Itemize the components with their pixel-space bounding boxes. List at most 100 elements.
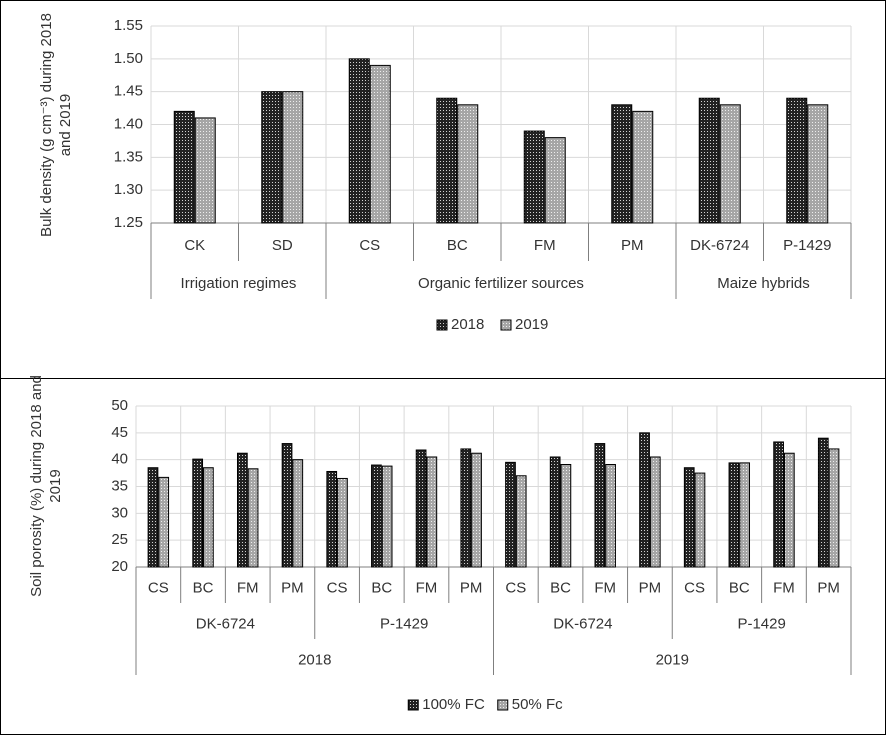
y-tick-label: 1.50: [114, 50, 143, 67]
chart-panel: 1.25 1.30 1.35 1.40 1.45 1.50 1.55 CK SD CS BC FM PM…: [0, 0, 886, 379]
x-tick-label: DK-6724: [690, 237, 749, 254]
bar: [632, 110, 654, 224]
bar: [515, 475, 527, 568]
legend-marker: [407, 699, 419, 711]
x-tick-label: BC: [550, 580, 571, 597]
group-label: Maize hybrids: [717, 275, 810, 292]
x-tick-label: SD: [272, 237, 293, 254]
y-tick-label: 50: [111, 397, 128, 414]
x-tick-label: CS: [359, 237, 380, 254]
bar: [158, 476, 170, 568]
y-tick-label: 1.55: [114, 17, 143, 34]
x-tick-label: FM: [773, 580, 795, 597]
bar: [739, 462, 751, 568]
bar: [611, 104, 633, 224]
x-tick-label: FM: [534, 237, 556, 254]
x-tick-label: PM: [281, 580, 304, 597]
y-tick-label: 1.40: [114, 115, 143, 132]
bar: [282, 91, 304, 224]
bar: [807, 104, 829, 224]
x-tick-label: PM: [621, 237, 644, 254]
bar: [523, 130, 545, 224]
x-tick-label: FM: [237, 580, 259, 597]
bar: [348, 58, 370, 224]
bar: [639, 432, 650, 568]
bar: [371, 464, 382, 568]
bar: [173, 110, 195, 224]
y-tick-label: 35: [111, 477, 128, 494]
group-label: Irrigation regimes: [181, 275, 297, 292]
bar: [728, 462, 740, 568]
bar: [605, 463, 616, 568]
chart: 20 25 30 35 40 45 50 CS BC FM PM CS BC FM PM CS BC FM PM CS…: [111, 397, 852, 713]
bar: [817, 437, 829, 568]
group-label: Organic fertilizer sources: [418, 275, 584, 292]
bar: [505, 461, 516, 568]
bar: [415, 449, 427, 568]
y-tick-label: 1.35: [114, 148, 143, 165]
bar: [292, 459, 304, 568]
bar: [544, 137, 566, 224]
bar: [281, 443, 293, 568]
x-tick-label: CS: [505, 580, 526, 597]
x-tick-label: CS: [327, 580, 348, 597]
legend-marker: [497, 699, 509, 711]
group-label: P-1429: [737, 616, 785, 633]
y-tick-label: 1.30: [114, 181, 143, 198]
bar: [773, 441, 784, 568]
bar: [649, 456, 661, 568]
x-tick-label: BC: [729, 580, 750, 597]
chart-panel: 20 25 30 35 40 45 50 CS BC FM PM CS BC FM PM CS BC FM PM CS…: [0, 375, 886, 735]
legend-label: 2018: [451, 316, 484, 333]
x-tick-label: BC: [447, 237, 468, 254]
y-tick-label: 25: [111, 531, 128, 548]
legend-marker: [500, 319, 512, 331]
bar: [247, 468, 259, 568]
x-tick-label: PM: [817, 580, 840, 597]
bar: [560, 463, 572, 568]
bar: [236, 452, 248, 568]
x-tick-label: PM: [639, 580, 662, 597]
bar: [261, 91, 283, 224]
x-tick-label: FM: [594, 580, 616, 597]
x-tick-label: FM: [416, 580, 438, 597]
legend-label: 2019: [515, 316, 548, 333]
bar: [337, 477, 348, 568]
x-tick-label: CS: [684, 580, 705, 597]
x-tick-label: CK: [184, 237, 205, 254]
group-label: DK-6724: [553, 616, 612, 633]
bar: [147, 467, 159, 568]
bar: [719, 104, 741, 224]
bar: [436, 97, 458, 224]
bar: [203, 467, 214, 568]
group-label: P-1429: [380, 616, 428, 633]
bar: [698, 97, 720, 224]
y-axis-label: Bulk density (g cm⁻³) during 2018 and 20…: [38, 13, 74, 237]
bar: [594, 443, 606, 568]
x-tick-label: BC: [371, 580, 392, 597]
bar: [694, 472, 706, 568]
legend-label: 100% FC: [422, 696, 485, 713]
x-tick-label: CS: [148, 580, 169, 597]
y-tick-label: 45: [111, 424, 128, 441]
bar: [828, 448, 840, 568]
bar: [786, 97, 808, 224]
bar: [192, 458, 204, 568]
group-label: 2018: [298, 652, 331, 669]
bar: [194, 117, 216, 224]
bar: [471, 452, 482, 568]
bar: [326, 470, 338, 568]
bar: [460, 448, 472, 568]
x-tick-label: BC: [193, 580, 214, 597]
y-tick-label: 1.25: [114, 214, 143, 231]
y-tick-label: 20: [111, 558, 128, 575]
group-label: DK-6724: [196, 616, 255, 633]
bar: [426, 456, 438, 568]
y-tick-label: 1.45: [114, 83, 143, 100]
group-label: 2019: [656, 652, 689, 669]
y-tick-label: 40: [111, 451, 128, 468]
y-axis-label: Soil porosity (%) during 2018 and 2019: [28, 375, 64, 597]
legend-label: 50% Fc: [512, 696, 563, 713]
x-tick-label: P-1429: [783, 237, 831, 254]
